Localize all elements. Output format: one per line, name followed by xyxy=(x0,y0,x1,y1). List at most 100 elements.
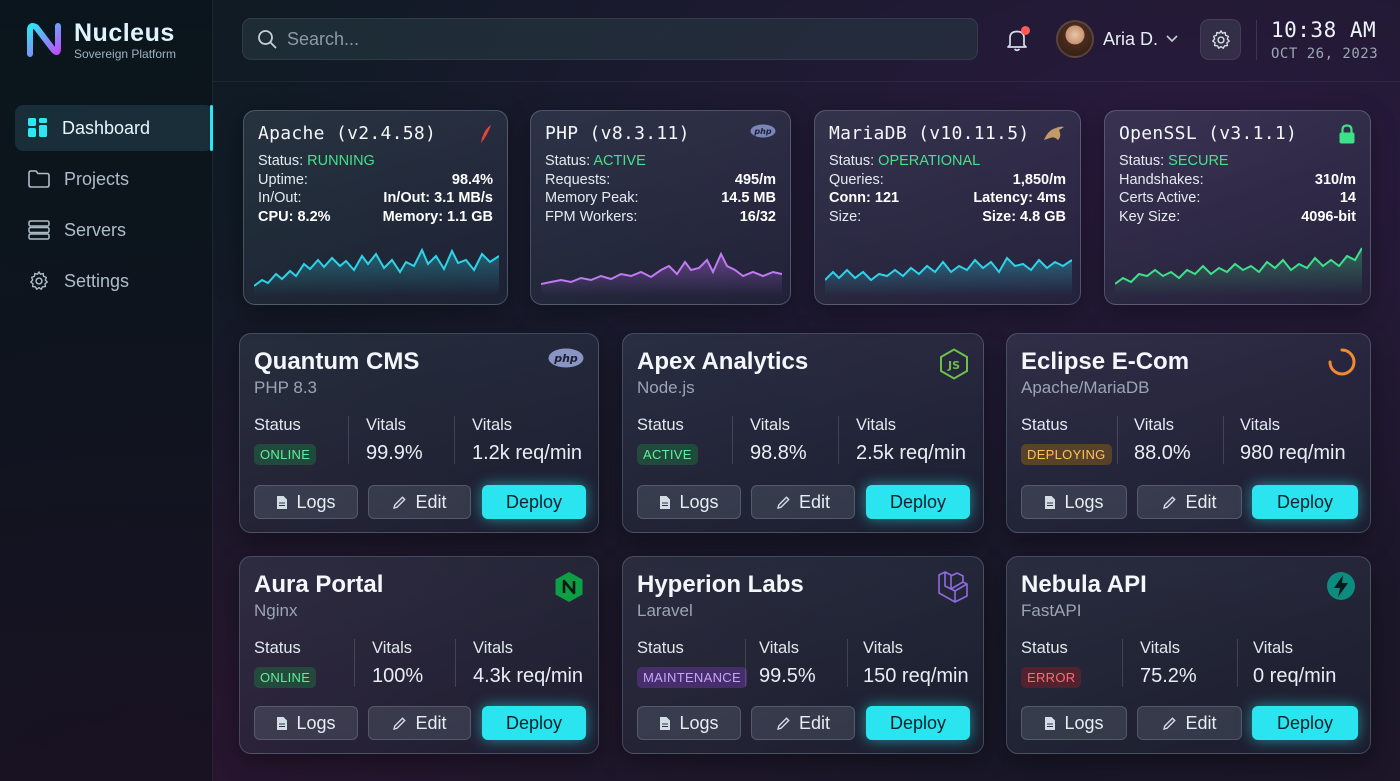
logs-button[interactable]: Logs xyxy=(637,706,741,740)
bell-icon xyxy=(1007,30,1027,52)
sidebar-item-dashboard[interactable]: Dashboard xyxy=(15,105,213,151)
column-divider xyxy=(1223,416,1224,464)
edit-button[interactable]: Edit xyxy=(1137,706,1242,740)
server-icon xyxy=(28,220,50,240)
vitals-rate: 4.3k req/min xyxy=(473,665,584,687)
service-metric-row: Key Size: 4096-bit xyxy=(1119,208,1356,225)
project-card-aura-portal[interactable]: Aura Portal Nginx Status ONLINE Vitals 100… xyxy=(239,556,599,754)
vitals-percent: 98.8% xyxy=(750,442,807,464)
logs-button[interactable]: Logs xyxy=(254,485,358,519)
project-card-eclipse-ecom[interactable]: Eclipse E-Com Apache/MariaDB Status DEPLO… xyxy=(1006,333,1371,533)
user-name: Aria D. xyxy=(1103,28,1159,49)
column-divider xyxy=(847,639,848,687)
deploy-button[interactable]: Deploy xyxy=(1252,485,1358,519)
column-divider xyxy=(838,416,839,464)
settings-button[interactable] xyxy=(1200,19,1241,60)
project-card-quantum-cms[interactable]: Quantum CMS PHP 8.3 php Status ONLINE Vit… xyxy=(239,333,599,533)
svg-text:php: php xyxy=(553,352,578,365)
gear-icon xyxy=(1211,29,1230,49)
nginx-icon xyxy=(555,572,583,602)
deploy-button[interactable]: Deploy xyxy=(482,706,586,740)
service-metric-row: Size: Size: 4.8 GB xyxy=(829,208,1066,225)
service-card-php[interactable]: PHP (v8.3.11) php Status: ACTIVE Request… xyxy=(530,110,791,305)
deploy-button[interactable]: Deploy xyxy=(482,485,586,519)
logs-button[interactable]: Logs xyxy=(1021,485,1127,519)
service-status: RUNNING xyxy=(307,153,375,169)
vitals-column: Vitals 98.8% xyxy=(750,416,807,464)
vitals-column: Vitals 100% xyxy=(372,639,424,687)
notifications-button[interactable] xyxy=(1006,26,1030,57)
service-metric-row: Memory Peak: 14.5 MB xyxy=(545,190,776,206)
pencil-icon xyxy=(393,495,407,509)
service-title: MariaDB (v10.11.5) xyxy=(829,123,1030,144)
project-card-hyperion-labs[interactable]: Hyperion Labs Laravel Status MAINTENANCE … xyxy=(622,556,984,754)
sidebar-item-label: Settings xyxy=(64,270,130,291)
brand[interactable]: Nucleus Sovereign Platform xyxy=(22,18,176,62)
vitals-percent: 99.9% xyxy=(366,442,423,464)
file-icon xyxy=(1045,495,1056,509)
edit-button[interactable]: Edit xyxy=(751,485,855,519)
status-badge: ERROR xyxy=(1021,667,1082,688)
project-card-apex-analytics[interactable]: Apex Analytics Node.js JS Status ACTIVE V… xyxy=(622,333,984,533)
file-icon xyxy=(277,495,288,509)
sidebar-item-projects[interactable]: Projects xyxy=(15,156,213,202)
project-tech: FastAPI xyxy=(1021,601,1082,620)
sidebar-item-label: Servers xyxy=(64,219,127,240)
avatar xyxy=(1056,20,1094,58)
vitals-percent: 99.5% xyxy=(759,665,816,687)
edit-button[interactable]: Edit xyxy=(1137,485,1242,519)
logs-button[interactable]: Logs xyxy=(254,706,358,740)
file-icon xyxy=(660,716,671,730)
sparkline xyxy=(541,251,782,296)
service-metric-row: Uptime: 98.4% xyxy=(258,171,493,188)
pencil-icon xyxy=(776,495,790,509)
vitals-column: Vitals 75.2% xyxy=(1140,639,1197,687)
search-input[interactable] xyxy=(287,28,937,50)
deploy-button[interactable]: Deploy xyxy=(866,485,970,519)
column-divider xyxy=(732,416,733,464)
sidebar-item-settings[interactable]: Settings xyxy=(15,258,213,304)
project-tech: PHP 8.3 xyxy=(254,378,318,397)
status-column: Status ACTIVE xyxy=(637,416,698,465)
service-status: SECURE xyxy=(1168,153,1229,169)
laravel-icon xyxy=(938,571,968,603)
sidebar-item-servers[interactable]: Servers xyxy=(15,207,213,253)
file-icon xyxy=(660,495,671,509)
deploy-button[interactable]: Deploy xyxy=(1252,706,1358,740)
deploy-button[interactable]: Deploy xyxy=(866,706,970,740)
fastapi-icon xyxy=(1327,572,1355,600)
sea-lion-icon xyxy=(1044,126,1064,140)
status-column: Status DEPLOYING xyxy=(1021,416,1112,465)
feather-icon xyxy=(481,125,491,143)
vitals-percent: 88.0% xyxy=(1134,442,1191,464)
service-card-apache[interactable]: Apache (v2.4.58) Status: RUNNING Uptime:… xyxy=(243,110,508,305)
edit-button[interactable]: Edit xyxy=(368,706,471,740)
sparkline xyxy=(1115,247,1362,296)
user-menu[interactable]: Aria D. xyxy=(1056,20,1178,58)
project-card-nebula-api[interactable]: Nebula API FastAPI Status ERROR Vitals 75.… xyxy=(1006,556,1371,754)
status-column: Status ONLINE xyxy=(254,639,317,688)
service-metric-row: In/Out: In/Out: 3.1 MB/s xyxy=(258,190,493,206)
php-icon: php xyxy=(750,124,776,138)
vitals-column: Vitals 0 req/min xyxy=(1253,639,1337,687)
service-status: OPERATIONAL xyxy=(878,153,981,169)
service-status-row: Status: ACTIVE xyxy=(545,153,646,169)
file-icon xyxy=(1045,716,1056,730)
edit-button[interactable]: Edit xyxy=(368,485,471,519)
vitals-percent: 75.2% xyxy=(1140,665,1197,687)
service-card-openssl[interactable]: OpenSSL (v3.1.1) Status: SECURE Handshak… xyxy=(1104,110,1371,305)
grid-icon xyxy=(28,118,47,137)
service-card-mariadb[interactable]: MariaDB (v10.11.5) Status: OPERATIONAL Q… xyxy=(814,110,1081,305)
vitals-column: Vitals 4.3k req/min xyxy=(473,639,584,687)
logs-button[interactable]: Logs xyxy=(637,485,741,519)
edit-button[interactable]: Edit xyxy=(751,706,855,740)
search-bar[interactable] xyxy=(242,18,978,60)
vitals-column: Vitals 150 req/min xyxy=(863,639,969,687)
vitals-column: Vitals 99.5% xyxy=(759,639,816,687)
notification-dot xyxy=(1021,26,1030,35)
status-column: Status ONLINE xyxy=(254,416,317,465)
logs-button[interactable]: Logs xyxy=(1021,706,1127,740)
service-title: Apache (v2.4.58) xyxy=(258,123,437,144)
project-tech: Node.js xyxy=(637,378,695,397)
project-tech: Nginx xyxy=(254,601,298,620)
